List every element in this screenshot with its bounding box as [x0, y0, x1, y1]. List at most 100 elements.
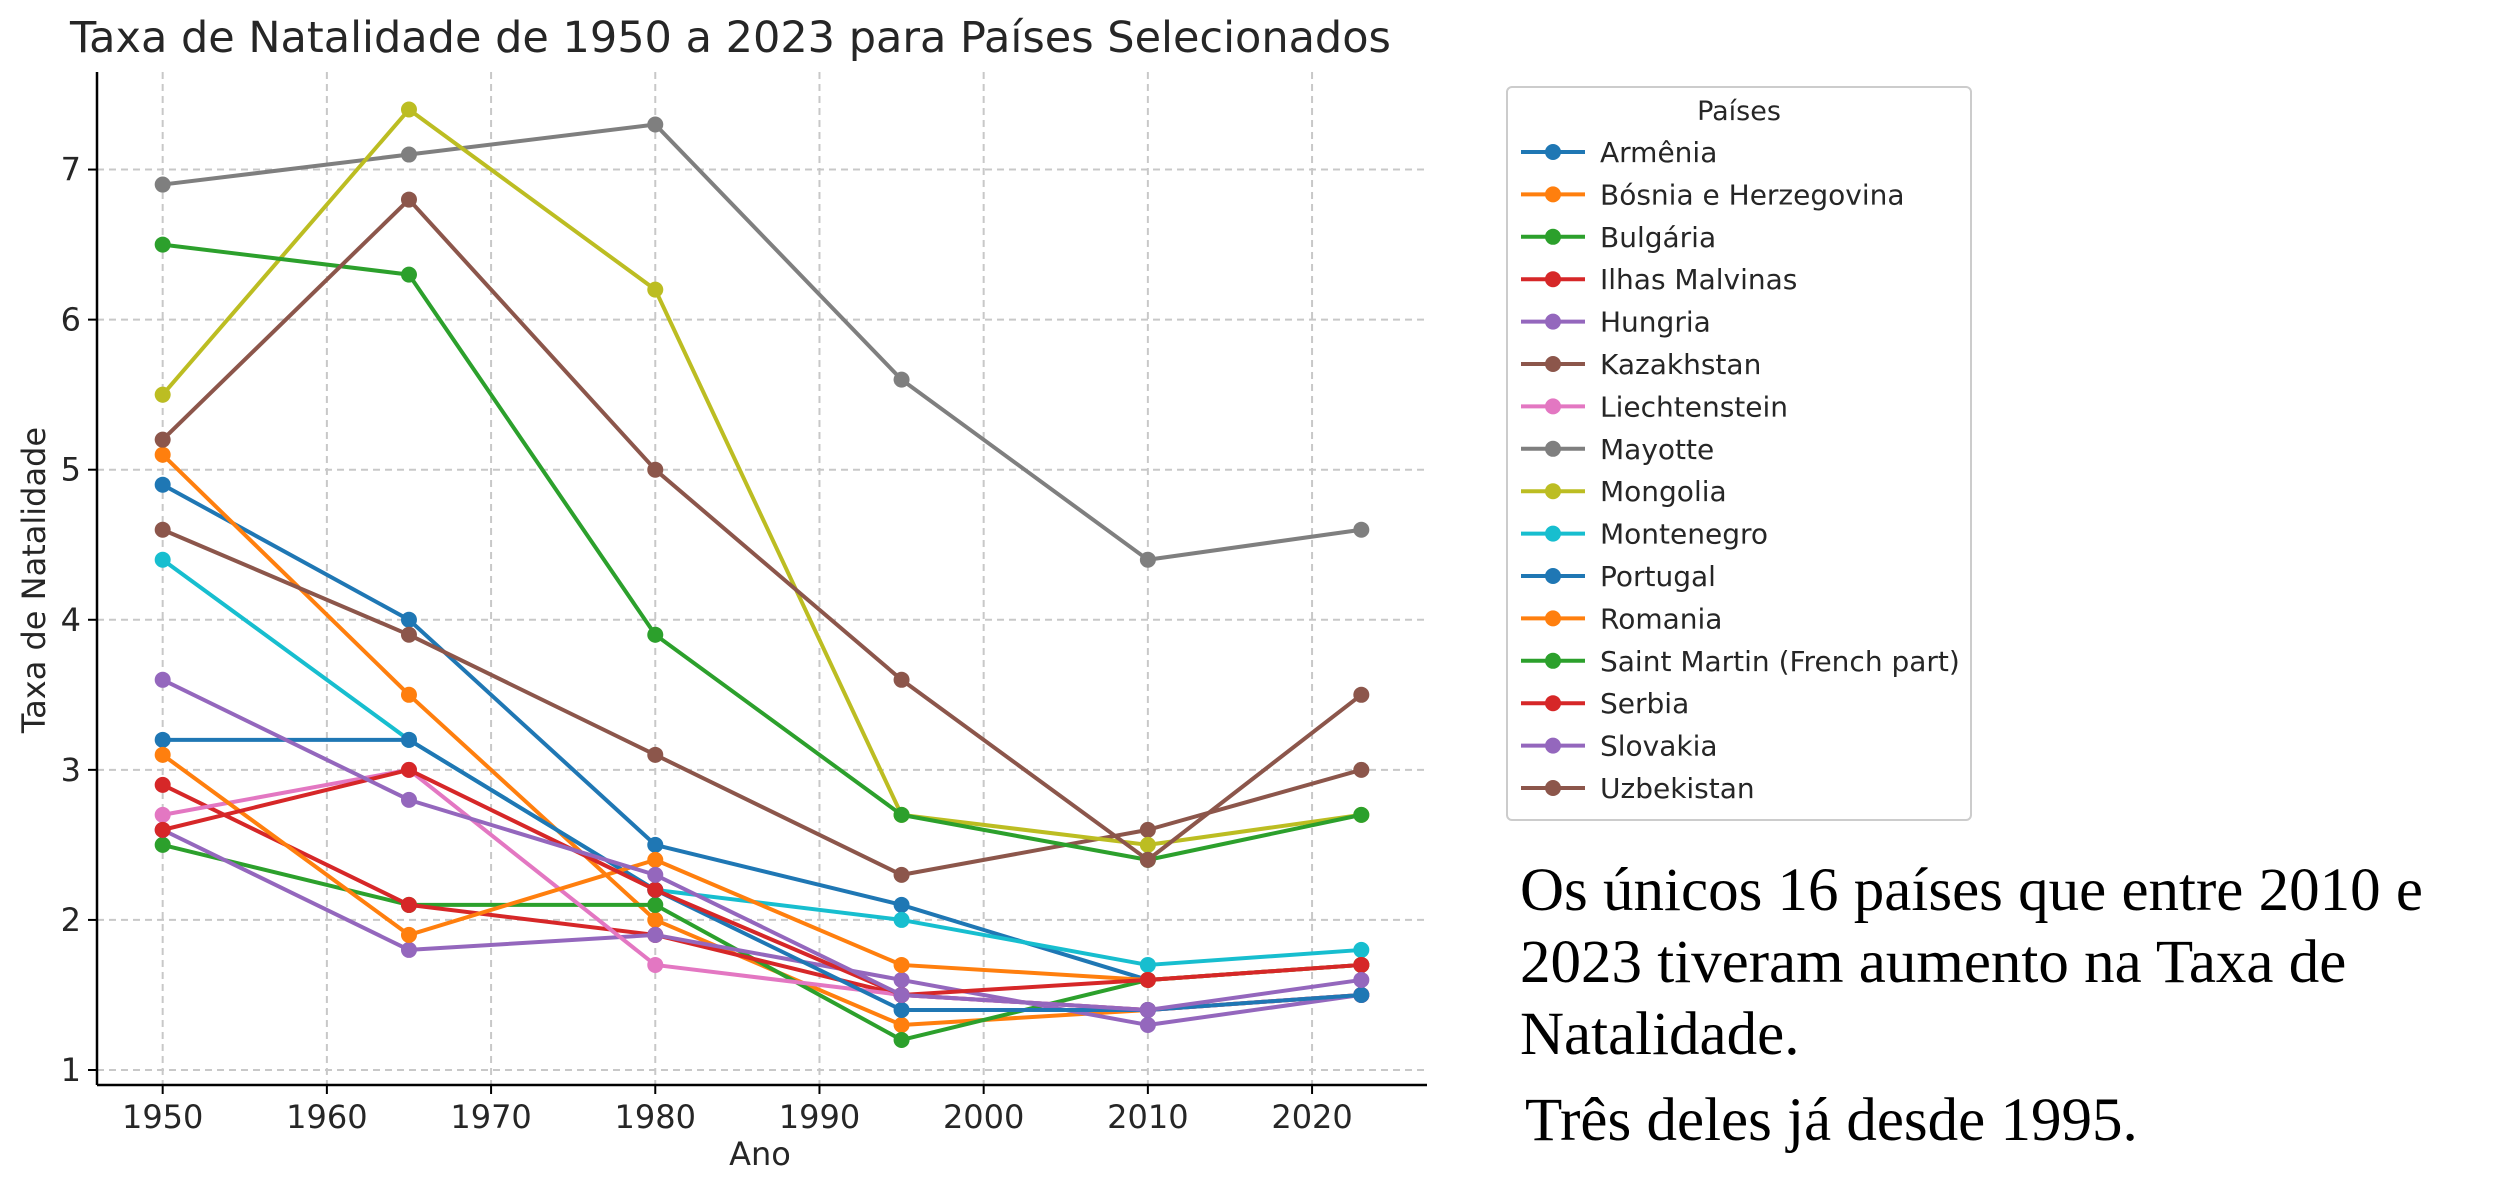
- series-portugal: [154, 731, 1370, 1018]
- legend-label: Liechtenstein: [1600, 390, 1788, 423]
- data-point: [893, 896, 910, 913]
- data-point: [1139, 1016, 1156, 1033]
- legend-swatch-marker: [1545, 228, 1561, 245]
- x-tick-label: 1980: [615, 1098, 696, 1136]
- legend-label: Portugal: [1600, 560, 1716, 593]
- data-point: [154, 746, 171, 763]
- data-point: [154, 386, 171, 403]
- data-point: [154, 836, 171, 853]
- series-uzbekistan: [154, 191, 1370, 868]
- series-saint-martin-french-part: [154, 236, 1370, 868]
- legend-label: Ilhas Malvinas: [1600, 263, 1797, 296]
- data-point: [647, 281, 664, 298]
- annotation-sub: Três deles já desde 1995.: [1525, 1087, 2138, 1154]
- data-point: [647, 911, 664, 928]
- data-point: [1139, 836, 1156, 853]
- series-kazakhstan: [154, 521, 1370, 883]
- series-line: [161, 527, 1362, 877]
- data-point: [893, 866, 910, 883]
- data-point: [893, 1031, 910, 1048]
- data-point: [154, 476, 171, 493]
- legend: Países Armênia Bósnia e Herzegovina Bulgár…: [1506, 86, 1972, 821]
- legend-item: Saint Martin (French part): [1521, 645, 1960, 678]
- data-point: [400, 266, 417, 283]
- y-tick-label: 6: [61, 301, 81, 339]
- legend-item: Bósnia e Herzegovina: [1521, 178, 1905, 211]
- y-tick-label: 7: [61, 151, 81, 189]
- data-point: [1139, 551, 1156, 568]
- series-slovakia: [154, 671, 1370, 1018]
- data-point: [647, 866, 664, 883]
- data-point: [154, 176, 171, 193]
- series-lines: [154, 101, 1370, 1048]
- legend-item: Liechtenstein: [1521, 390, 1788, 423]
- data-point: [1353, 971, 1370, 988]
- series-line: [161, 828, 1362, 1027]
- data-point: [1139, 971, 1156, 988]
- data-point: [154, 806, 171, 823]
- data-point: [1139, 1001, 1156, 1018]
- data-point: [400, 731, 417, 748]
- legend-label: Hungria: [1600, 306, 1711, 339]
- legend-label: Mayotte: [1600, 433, 1714, 466]
- legend-label: Bulgária: [1600, 221, 1716, 254]
- legend-item: Slovakia: [1521, 730, 1718, 763]
- x-axis-label: Ano: [729, 1135, 791, 1173]
- legend-item: Hungria: [1521, 306, 1711, 339]
- data-point: [400, 191, 417, 208]
- y-tick-label: 5: [61, 451, 81, 489]
- series-montenegro: [154, 551, 1370, 973]
- series-line: [161, 197, 1363, 862]
- data-point: [400, 926, 417, 943]
- data-point: [400, 611, 417, 628]
- series-line: [161, 678, 1362, 1012]
- series-line: [161, 753, 1362, 982]
- legend-label: Bósnia e Herzegovina: [1600, 178, 1905, 211]
- legend-item: Montenegro: [1521, 518, 1768, 551]
- data-point: [647, 881, 664, 898]
- legend-item: Portugal: [1521, 560, 1716, 593]
- legend-swatch-marker: [1545, 144, 1561, 160]
- legend-swatch-marker: [1545, 313, 1561, 330]
- data-point: [893, 986, 910, 1003]
- legend-label: Kazakhstan: [1600, 348, 1761, 381]
- legend-label: Uzbekistan: [1600, 772, 1755, 805]
- legend-swatch-marker: [1545, 398, 1561, 415]
- axes: 1950 1960 1970 1980 1990 2000 2010 2020 1 2 3 4 5 6 7: [61, 72, 1427, 1136]
- legend-swatch-marker: [1545, 186, 1561, 203]
- data-point: [154, 236, 171, 253]
- data-point: [647, 626, 664, 643]
- legend-item: Kazakhstan: [1521, 348, 1761, 381]
- y-tick-label: 3: [61, 751, 81, 789]
- data-point: [154, 551, 171, 568]
- series-line: [161, 558, 1362, 967]
- data-point: [647, 851, 664, 868]
- legend-swatch-marker: [1545, 525, 1561, 542]
- data-point: [154, 671, 171, 688]
- legend-swatch-marker: [1545, 780, 1561, 796]
- series-line: [162, 242, 1362, 862]
- legend-swatch-marker: [1545, 695, 1561, 712]
- legend-item: Uzbekistan: [1521, 772, 1755, 805]
- series-mayotte: [154, 116, 1370, 568]
- data-point: [647, 896, 664, 913]
- data-point: [154, 776, 171, 793]
- legend-item: Armênia: [1521, 136, 1717, 169]
- series-line: [162, 122, 1362, 562]
- data-point: [1353, 686, 1370, 703]
- data-point: [647, 926, 664, 943]
- y-axis-label: Taxa de Natalidade: [15, 427, 53, 734]
- data-point: [893, 1001, 910, 1018]
- data-point: [893, 806, 910, 823]
- data-point: [400, 941, 417, 958]
- legend-label: Serbia: [1600, 687, 1689, 720]
- legend-item: Bulgária: [1521, 221, 1716, 254]
- x-tick-label: 2020: [1271, 1098, 1352, 1136]
- legend-item: Romania: [1521, 602, 1722, 635]
- data-point: [400, 896, 417, 913]
- data-point: [1139, 956, 1156, 973]
- y-tick-label: 1: [61, 1051, 81, 1089]
- data-point: [400, 791, 417, 808]
- data-point: [400, 686, 417, 703]
